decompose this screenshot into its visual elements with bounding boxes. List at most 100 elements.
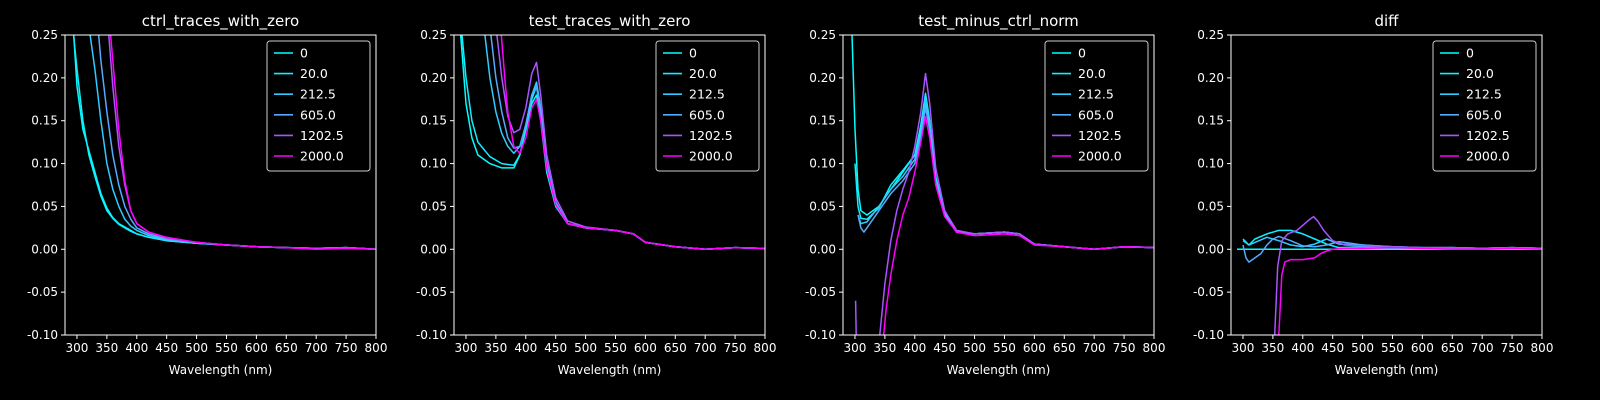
y-tick-label: 0.05	[420, 199, 447, 213]
x-tick-label: 450	[544, 341, 567, 355]
y-tick-label: 0.20	[1197, 71, 1224, 85]
legend-label: 2000.0	[1078, 149, 1122, 164]
axes-frame	[1230, 34, 1543, 336]
chart-title: test_minus_ctrl_norm	[918, 12, 1079, 31]
y-tick-label: 0.10	[1197, 157, 1224, 171]
y-tick-label: 0.10	[809, 157, 836, 171]
y-tick-label: 0.05	[809, 199, 836, 213]
series-group	[851, 35, 1154, 335]
series-line-2000-0	[109, 35, 376, 251]
x-tick-label: 300	[844, 341, 867, 355]
x-tick-label: 350	[873, 341, 896, 355]
x-tick-label: 350	[484, 341, 507, 355]
legend-label: 605.0	[1078, 107, 1114, 122]
x-tick-label: 750	[1501, 341, 1524, 355]
x-tick-label: 700	[1471, 341, 1494, 355]
x-tick-label: 800	[1531, 341, 1554, 355]
x-tick-label: 650	[1441, 341, 1464, 355]
axes-frame	[842, 34, 1155, 336]
x-tick-label: 350	[95, 341, 118, 355]
x-tick-label: 750	[1113, 341, 1136, 355]
legend-label: 605.0	[1466, 107, 1502, 122]
y-tick-label: -0.05	[1193, 285, 1224, 299]
y-tick-label: 0.05	[1197, 199, 1224, 213]
legend-label: 605.0	[689, 107, 725, 122]
x-tick-label: 750	[724, 341, 747, 355]
y-tick-label: 0.25	[31, 28, 58, 42]
x-tick-label: 750	[335, 341, 358, 355]
y-tick-label: 0.15	[809, 114, 836, 128]
y-tick-label: 0.05	[31, 199, 58, 213]
legend-label: 605.0	[300, 107, 336, 122]
y-tick-label: -0.05	[416, 285, 447, 299]
legend-label: 2000.0	[300, 149, 344, 164]
x-tick-label: 600	[1411, 341, 1434, 355]
legend-label: 1202.5	[689, 128, 733, 143]
x-tick-label: 300	[1232, 341, 1255, 355]
x-tick-label: 650	[664, 341, 687, 355]
y-tick-label: 0.20	[31, 71, 58, 85]
y-tick-label: 0.00	[31, 242, 58, 256]
x-tick-label: 700	[694, 341, 717, 355]
legend-label: 1202.5	[1466, 128, 1510, 143]
y-tick-label: -0.05	[805, 285, 836, 299]
x-tick-label: 400	[125, 341, 148, 355]
chart-title: ctrl_traces_with_zero	[142, 12, 299, 31]
legend-label: 2000.0	[1466, 149, 1510, 164]
legend-label: 2000.0	[689, 149, 733, 164]
series-line-1202-5	[1273, 215, 1542, 335]
x-tick-label: 700	[305, 341, 328, 355]
legend-label: 20.0	[300, 66, 328, 81]
legend-label: 1202.5	[1078, 128, 1122, 143]
legend-label: 20.0	[689, 66, 717, 81]
x-tick-label: 800	[365, 341, 388, 355]
legend-label: 212.5	[300, 87, 336, 102]
x-tick-label: 600	[1023, 341, 1046, 355]
x-tick-label: 400	[1291, 341, 1314, 355]
legend-label: 0	[689, 46, 697, 61]
x-tick-label: 300	[66, 341, 89, 355]
series-line-2000-0	[882, 115, 1154, 335]
y-tick-label: 0.25	[1197, 28, 1224, 42]
x-tick-label: 350	[1261, 341, 1284, 355]
x-tick-label: 450	[933, 341, 956, 355]
series-line-2000-0	[500, 35, 765, 251]
x-tick-label: 400	[903, 341, 926, 355]
y-tick-label: 0.15	[31, 114, 58, 128]
chart-title: test_traces_with_zero	[529, 12, 691, 31]
x-tick-label: 700	[1083, 341, 1106, 355]
chart-title: diff	[1374, 12, 1399, 30]
legend: 0 20.0 212.5 605.0 1202.5 2000.0	[266, 40, 371, 172]
x-tick-label: 550	[215, 341, 238, 355]
legend-label: 0	[300, 46, 308, 61]
legend-label: 20.0	[1466, 66, 1494, 81]
legend-label: 20.0	[1078, 66, 1106, 81]
axes-frame	[453, 34, 766, 336]
x-tick-label: 550	[1381, 341, 1404, 355]
y-tick-label: 0.25	[809, 28, 836, 42]
chart-panel-3: 300 350 400 450 500 550 600 650 700 750 800 -0.10 -0…	[805, 12, 1166, 377]
y-tick-label: 0.25	[420, 28, 447, 42]
x-tick-label: 800	[754, 341, 777, 355]
x-axis-label: Wavelength (nm)	[947, 363, 1051, 377]
x-tick-label: 650	[1053, 341, 1076, 355]
series-line-2000-0	[1278, 246, 1542, 335]
x-axis-label: Wavelength (nm)	[169, 363, 273, 377]
x-tick-label: 650	[275, 341, 298, 355]
y-tick-label: 0.20	[420, 71, 447, 85]
x-tick-label: 300	[455, 341, 478, 355]
legend-label: 0	[1466, 46, 1474, 61]
x-tick-label: 500	[1351, 341, 1374, 355]
y-tick-label: 0.15	[1197, 114, 1224, 128]
y-tick-label: 0.10	[420, 157, 447, 171]
axes-frame	[64, 34, 377, 336]
legend: 0 20.0 212.5 605.0 1202.5 2000.0	[655, 40, 760, 172]
chart-panel-2: 300 350 400 450 500 550 600 650 700 750 800 -0.10 -0…	[416, 12, 777, 377]
x-tick-label: 450	[1321, 341, 1344, 355]
legend-label: 0	[1078, 46, 1086, 61]
legend-label: 1202.5	[300, 128, 344, 143]
series-group	[72, 35, 376, 251]
legend: 0 20.0 212.5 605.0 1202.5 2000.0	[1044, 40, 1149, 172]
x-tick-label: 500	[574, 341, 597, 355]
